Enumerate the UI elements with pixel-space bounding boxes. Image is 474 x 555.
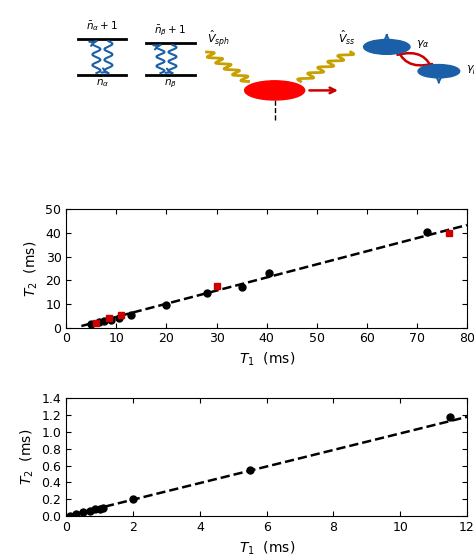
Text: $\bar{n}_\alpha$: $\bar{n}_\alpha$	[96, 75, 109, 89]
Y-axis label: $T_2$  (ms): $T_2$ (ms)	[23, 240, 40, 296]
Text: $\bar{n}_\beta + 1$: $\bar{n}_\beta + 1$	[155, 23, 186, 38]
Text: $\bar{n}_\beta$: $\bar{n}_\beta$	[164, 75, 177, 90]
Text: $\bar{n}_\alpha + 1$: $\bar{n}_\alpha + 1$	[86, 19, 118, 33]
Circle shape	[418, 64, 460, 78]
X-axis label: $T_1$  (ms): $T_1$ (ms)	[238, 539, 295, 555]
X-axis label: $T_1$  (ms): $T_1$ (ms)	[238, 351, 295, 369]
Circle shape	[364, 39, 410, 54]
Y-axis label: $T_2$  (ms): $T_2$ (ms)	[18, 429, 36, 485]
Text: $\hat{V}_{ss}$: $\hat{V}_{ss}$	[338, 29, 356, 47]
Text: $\hat{V}_{sph}$: $\hat{V}_{sph}$	[207, 28, 230, 49]
Text: $\gamma_\beta$: $\gamma_\beta$	[465, 64, 474, 78]
Text: $\gamma_\alpha$: $\gamma_\alpha$	[416, 38, 429, 49]
Circle shape	[245, 81, 305, 100]
